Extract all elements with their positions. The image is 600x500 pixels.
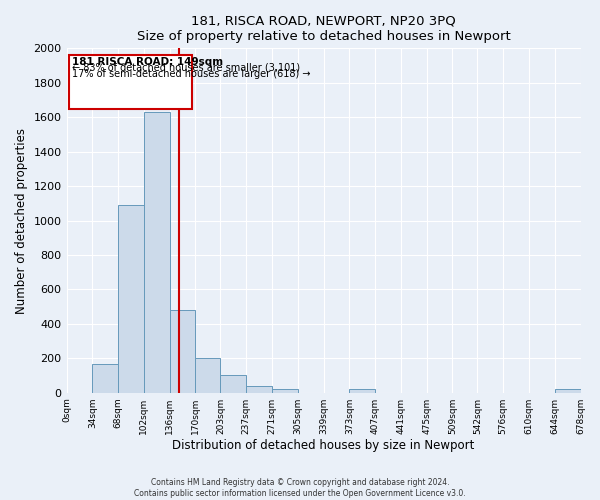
Title: 181, RISCA ROAD, NEWPORT, NP20 3PQ
Size of property relative to detached houses : 181, RISCA ROAD, NEWPORT, NP20 3PQ Size …	[137, 15, 511, 43]
X-axis label: Distribution of detached houses by size in Newport: Distribution of detached houses by size …	[172, 440, 475, 452]
Bar	[118, 205, 144, 392]
Text: Contains HM Land Registry data © Crown copyright and database right 2024.
Contai: Contains HM Land Registry data © Crown c…	[134, 478, 466, 498]
Bar	[196, 358, 220, 392]
Text: 181 RISCA ROAD: 149sqm: 181 RISCA ROAD: 149sqm	[72, 57, 223, 67]
Text: ← 83% of detached houses are smaller (3,101): ← 83% of detached houses are smaller (3,…	[72, 63, 300, 73]
Bar	[144, 112, 170, 392]
Text: 17% of semi-detached houses are larger (618) →: 17% of semi-detached houses are larger (…	[72, 69, 310, 79]
Bar	[92, 364, 118, 392]
Bar	[555, 390, 581, 392]
Bar	[246, 386, 272, 392]
Bar	[349, 390, 375, 392]
Y-axis label: Number of detached properties: Number of detached properties	[15, 128, 28, 314]
Bar	[220, 376, 246, 392]
Bar	[272, 390, 298, 392]
Bar	[170, 310, 196, 392]
Bar	[69, 55, 191, 108]
